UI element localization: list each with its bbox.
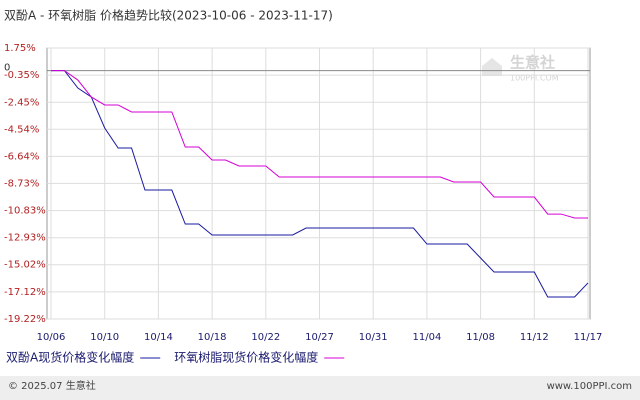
- zero-label: 0: [4, 63, 10, 74]
- x-tick-label: 11/08: [466, 332, 495, 343]
- y-tick-label: -6.64%: [4, 151, 39, 162]
- series-line: [51, 70, 588, 219]
- x-tick-label: 10/14: [144, 332, 173, 343]
- x-tick-label: 10/27: [305, 332, 334, 343]
- x-tick-label: 10/31: [359, 332, 388, 343]
- x-tick-label: 11/12: [520, 332, 549, 343]
- x-tick-label: 10/10: [90, 332, 119, 343]
- x-tick-label: 10/18: [198, 332, 227, 343]
- y-tick-label: -10.83%: [4, 206, 46, 217]
- series-line: [51, 70, 589, 298]
- x-tick-label: 11/17: [574, 332, 603, 343]
- y-tick-label: -12.93%: [4, 233, 46, 244]
- watermark-name: 生意社: [510, 54, 555, 72]
- legend-label: 双酚A现货价格变化幅度: [6, 350, 134, 365]
- watermark: 生意社 100PPI.COM: [482, 54, 559, 83]
- y-tick-label: 1.75%: [4, 43, 36, 54]
- chart-title: 双酚A - 环氧树脂 价格趋势比较(2023-10-06 - 2023-11-1…: [4, 8, 333, 23]
- footer-band: [0, 376, 640, 400]
- x-tick-label: 10/06: [37, 332, 66, 343]
- footer-left: © 2025.07 生意社: [8, 379, 96, 392]
- y-tick-label: -0.35%: [4, 70, 39, 81]
- x-tick-label: 10/22: [251, 332, 280, 343]
- y-tick-label: -17.12%: [4, 287, 46, 298]
- y-tick-label: -15.02%: [4, 260, 46, 271]
- footer-right: www.100PPI.com: [547, 381, 632, 392]
- watermark-logo: [482, 58, 502, 76]
- y-tick-label: -2.45%: [4, 97, 39, 108]
- legend-label: 环氧树脂现货价格变化幅度: [174, 350, 318, 365]
- y-tick-label: -8.73%: [4, 178, 39, 189]
- y-tick-label: -4.54%: [4, 124, 39, 135]
- x-tick-label: 11/04: [412, 332, 441, 343]
- y-tick-label: -19.22%: [4, 314, 46, 325]
